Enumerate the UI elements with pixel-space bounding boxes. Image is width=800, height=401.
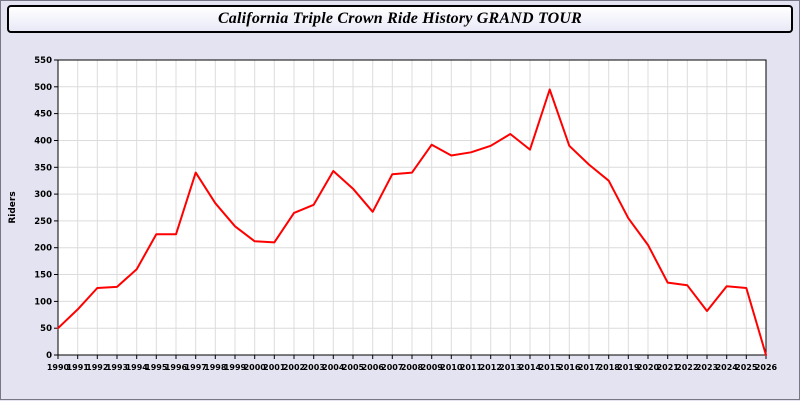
x-tick-label: 2018: [598, 363, 621, 372]
y-tick-label: 450: [34, 110, 52, 120]
x-tick-label: 2010: [440, 363, 463, 372]
x-tick-label: 2014: [519, 363, 542, 372]
chart-title-bar: California Triple Crown Ride History GRA…: [7, 5, 793, 33]
y-tick-label: 0: [46, 351, 52, 361]
x-tick-label: 1999: [224, 363, 247, 372]
x-tick-label: 1998: [204, 363, 227, 372]
x-tick-label: 2025: [735, 363, 758, 372]
x-tick-label: 2003: [303, 363, 325, 372]
x-tick-label: 2012: [480, 363, 502, 372]
x-tick-label: 2019: [617, 363, 640, 372]
y-tick-label: 250: [34, 217, 52, 227]
y-tick-label: 400: [34, 137, 52, 147]
x-tick-label: 1995: [145, 363, 168, 372]
y-axis-label: Riders: [8, 191, 18, 223]
chart-container: 0 50 100 150 200 250 300 350 400 450 500 550 1990 199…: [1, 45, 799, 401]
x-tick-label: 1990: [47, 363, 70, 372]
x-tick-label: 2006: [362, 363, 385, 372]
x-tick-label: 2015: [539, 363, 562, 372]
y-tick-label: 100: [34, 297, 52, 307]
x-tick-label: 2000: [244, 363, 267, 372]
x-tick-label: 2004: [322, 363, 345, 372]
x-tick-label: 2007: [381, 363, 403, 372]
y-tick-label: 550: [34, 56, 52, 66]
x-tick-label: 1991: [67, 363, 90, 372]
x-tick-label: 2022: [676, 363, 698, 372]
x-tick-label: 1994: [126, 363, 149, 372]
x-tick-label: 2017: [578, 363, 600, 372]
x-tick-label: 2002: [283, 363, 305, 372]
x-tick-label: 2026: [755, 363, 778, 372]
x-tick-label: 2008: [401, 363, 424, 372]
x-tick-label: 2009: [421, 363, 444, 372]
chart-title: California Triple Crown Ride History GRA…: [217, 10, 583, 27]
y-tick-label: 200: [34, 244, 52, 254]
x-tick-label: 2005: [342, 363, 365, 372]
y-tick-label: 300: [34, 190, 52, 200]
x-tick-label: 2024: [716, 363, 739, 372]
riders-line-chart: 0501001502002503003504004505005501990199…: [8, 56, 778, 372]
x-tick-label: 2021: [657, 363, 680, 372]
x-tick-label: 2020: [637, 363, 660, 372]
x-tick-label: 1992: [86, 363, 108, 372]
x-tick-label: 2001: [263, 363, 286, 372]
x-tick-label: 1996: [165, 363, 188, 372]
x-tick-label: 1993: [106, 363, 128, 372]
y-tick-label: 350: [34, 163, 52, 173]
y-tick-label: 150: [34, 271, 52, 281]
y-tick-label: 50: [40, 324, 52, 334]
x-tick-label: 2011: [460, 363, 483, 372]
riders-series-line: [57, 88, 767, 356]
x-tick-label: 1997: [185, 363, 207, 372]
x-tick-label: 2016: [558, 363, 581, 372]
x-tick-label: 2013: [499, 363, 521, 372]
y-tick-label: 500: [34, 83, 52, 93]
x-tick-label: 2023: [696, 363, 718, 372]
